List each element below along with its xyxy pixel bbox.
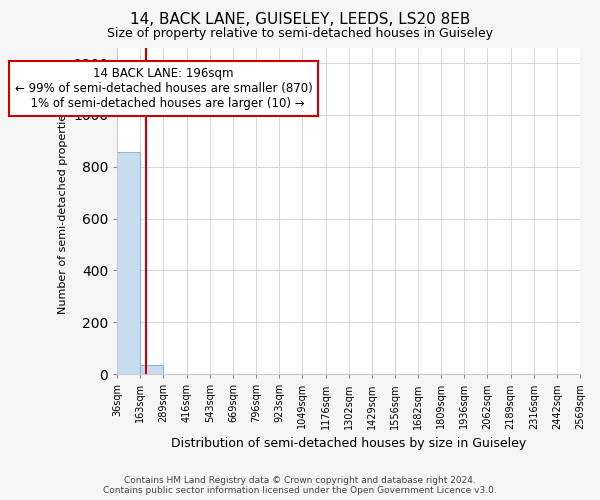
Text: 14 BACK LANE: 196sqm
← 99% of semi-detached houses are smaller (870)
  1% of sem: 14 BACK LANE: 196sqm ← 99% of semi-detac… xyxy=(15,67,313,110)
Bar xyxy=(117,152,140,374)
Text: Size of property relative to semi-detached houses in Guiseley: Size of property relative to semi-detach… xyxy=(107,28,493,40)
Text: Contains public sector information licensed under the Open Government Licence v3: Contains public sector information licen… xyxy=(103,486,497,495)
Text: 14, BACK LANE, GUISELEY, LEEDS, LS20 8EB: 14, BACK LANE, GUISELEY, LEEDS, LS20 8EB xyxy=(130,12,470,28)
X-axis label: Distribution of semi-detached houses by size in Guiseley: Distribution of semi-detached houses by … xyxy=(171,437,526,450)
Bar xyxy=(140,364,163,374)
Y-axis label: Number of semi-detached properties: Number of semi-detached properties xyxy=(58,108,68,314)
Text: Contains HM Land Registry data © Crown copyright and database right 2024.: Contains HM Land Registry data © Crown c… xyxy=(124,476,476,485)
